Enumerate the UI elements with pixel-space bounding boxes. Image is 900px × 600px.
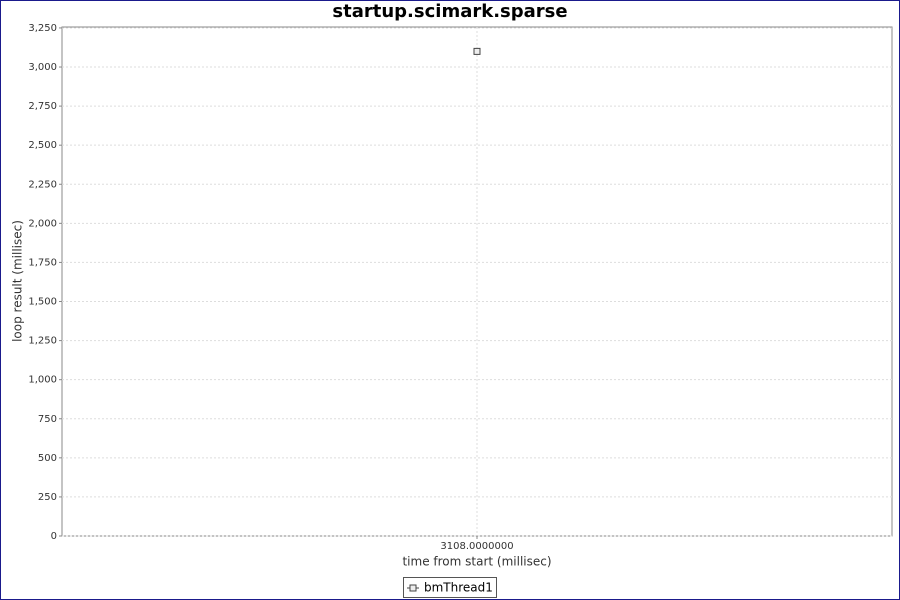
y-tick-label: 2,250 [28,179,57,190]
legend-box [403,577,497,598]
y-axis-label: loop result (millisec) [11,220,25,342]
y-tick-label: 0 [51,531,57,542]
y-tick-label: 2,500 [28,140,57,151]
y-tick-label: 2,750 [28,101,57,112]
legend-marker [409,584,417,592]
x-tick-label: 3108.0000000 [440,541,513,552]
y-tick-label: 1,750 [28,257,57,268]
point [473,47,481,55]
y-tick-label: 1,000 [28,375,57,386]
y-tick-label: 3,000 [28,62,57,73]
y-tick-label: 1,250 [28,336,57,347]
x-axis-label: time from start (millisec) [402,555,551,569]
y-tick-label: 750 [38,414,57,425]
y-tick-label: 250 [38,492,57,503]
chart-title: startup.scimark.sparse [332,1,567,22]
y-tick-label: 2,000 [28,218,57,229]
y-tick-label: 3,250 [28,23,57,34]
y-tick-label: 1,500 [28,297,57,308]
y-tick-label: 500 [38,453,57,464]
legend-label: bmThread1 [424,581,493,595]
